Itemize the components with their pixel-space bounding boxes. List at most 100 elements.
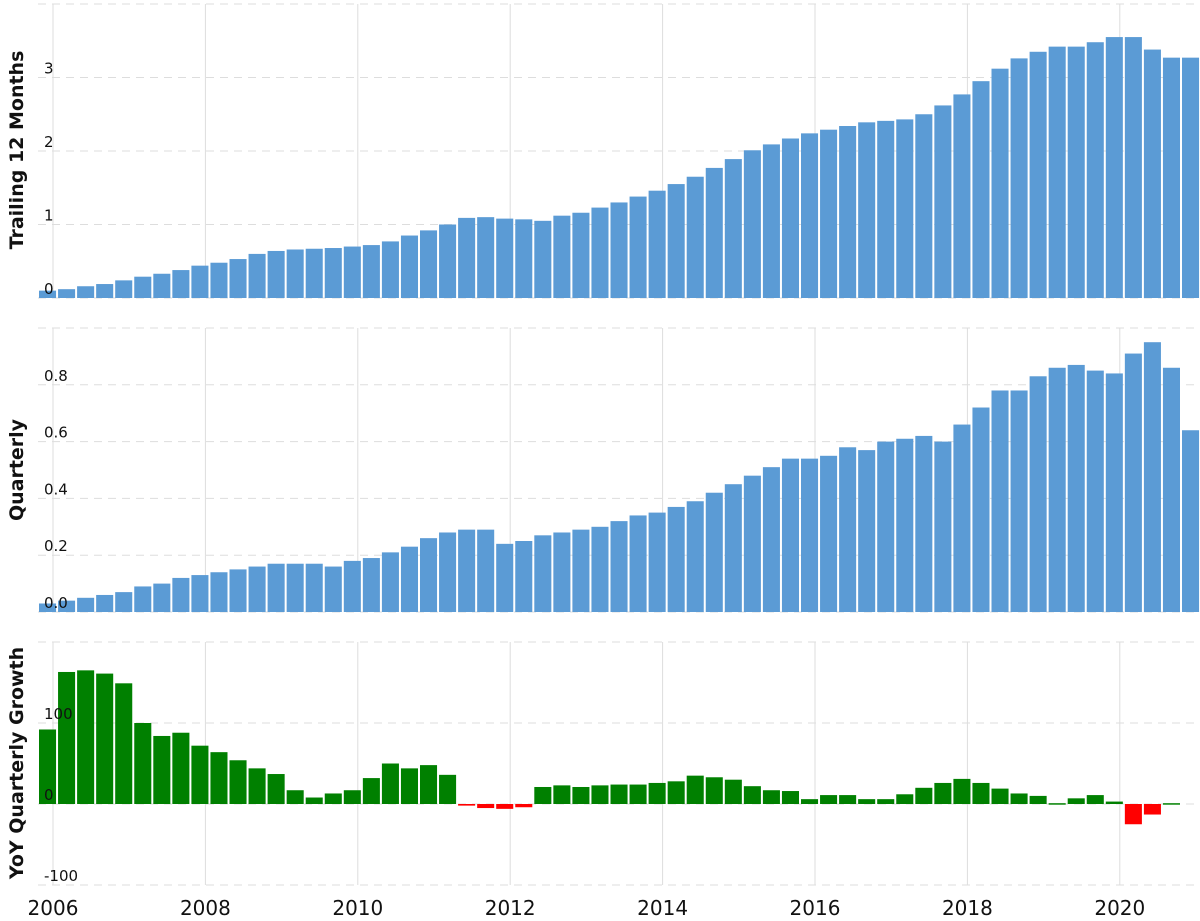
bar — [362, 558, 380, 612]
bar — [96, 673, 114, 804]
bar — [1105, 373, 1123, 612]
x-tick-label: 2008 — [180, 896, 231, 920]
x-tick-label: 2018 — [942, 896, 993, 920]
bar — [572, 529, 590, 612]
bar — [839, 126, 857, 298]
bar — [191, 745, 209, 804]
x-tick-label: 2012 — [485, 896, 536, 920]
bar — [629, 196, 647, 298]
bar — [553, 532, 571, 612]
bar — [439, 224, 457, 298]
bar — [629, 784, 647, 804]
bar — [705, 492, 723, 612]
bar — [439, 532, 457, 612]
bar — [991, 788, 1009, 804]
y-tick-label: 3 — [44, 60, 54, 78]
y-tick-label: 2 — [44, 133, 54, 151]
bar — [801, 799, 819, 804]
bar — [210, 262, 228, 298]
bar — [953, 778, 971, 804]
bar — [229, 569, 247, 612]
bar — [686, 176, 704, 298]
bar — [781, 791, 799, 804]
bar — [591, 526, 609, 612]
bar — [210, 752, 228, 804]
bar — [1010, 793, 1028, 804]
bar — [153, 583, 171, 612]
bar — [896, 119, 914, 298]
bar — [743, 150, 761, 298]
bar — [420, 230, 438, 298]
bar — [648, 782, 666, 804]
bar — [1124, 37, 1142, 298]
bar — [153, 273, 171, 298]
x-axis: 2006 2008 2010 2012 2014 2016 2018 2020 — [28, 896, 1146, 920]
y-tick-label: -100 — [44, 867, 78, 885]
bar — [743, 475, 761, 612]
bar — [534, 220, 552, 298]
bar — [172, 270, 190, 298]
bar — [1182, 57, 1200, 298]
bar — [267, 250, 285, 298]
bar — [591, 207, 609, 298]
bar — [1067, 364, 1085, 612]
bar — [248, 253, 266, 298]
bar — [1010, 58, 1028, 298]
bar — [553, 785, 571, 804]
bar — [248, 566, 266, 612]
bar — [267, 563, 285, 612]
bar — [610, 202, 628, 298]
bar — [400, 235, 418, 298]
bar — [858, 799, 876, 804]
bar — [420, 765, 438, 804]
bar — [724, 779, 742, 804]
bar — [534, 535, 552, 612]
bar — [762, 467, 780, 612]
bar — [1162, 57, 1180, 298]
bar — [972, 782, 990, 804]
bar — [972, 407, 990, 612]
bar — [58, 671, 76, 804]
bar — [1029, 51, 1047, 298]
bar — [229, 760, 247, 804]
y-tick-label: 0 — [44, 280, 54, 298]
bar — [686, 501, 704, 612]
y-tick-label: 0.4 — [44, 480, 68, 498]
bar — [496, 543, 514, 612]
bar — [381, 763, 399, 804]
bar — [1143, 342, 1161, 612]
y-tick-label: 0.8 — [44, 367, 68, 385]
bar — [934, 441, 952, 612]
bar — [1048, 803, 1066, 805]
bar — [96, 284, 114, 298]
bar — [210, 572, 228, 612]
bar — [915, 114, 933, 298]
bar — [1162, 367, 1180, 612]
bar — [896, 794, 914, 804]
bar — [629, 515, 647, 612]
bar — [667, 781, 685, 804]
bar — [801, 133, 819, 298]
bar — [934, 782, 952, 804]
bar — [343, 790, 361, 804]
bar — [477, 529, 495, 612]
bar — [610, 784, 628, 804]
bar — [743, 786, 761, 804]
bar — [248, 768, 266, 804]
bar — [39, 603, 57, 612]
bar — [839, 447, 857, 612]
y-axis-label: Quarterly — [6, 418, 28, 521]
bar — [1086, 795, 1104, 804]
bar — [115, 683, 133, 804]
bar — [191, 265, 209, 298]
bar — [191, 575, 209, 612]
bar — [324, 566, 342, 612]
x-tick-label: 2006 — [28, 896, 79, 920]
bar — [515, 541, 533, 612]
bar — [153, 735, 171, 804]
bar — [953, 94, 971, 298]
bar — [553, 215, 571, 298]
bar — [515, 219, 533, 298]
bar — [1105, 801, 1123, 804]
